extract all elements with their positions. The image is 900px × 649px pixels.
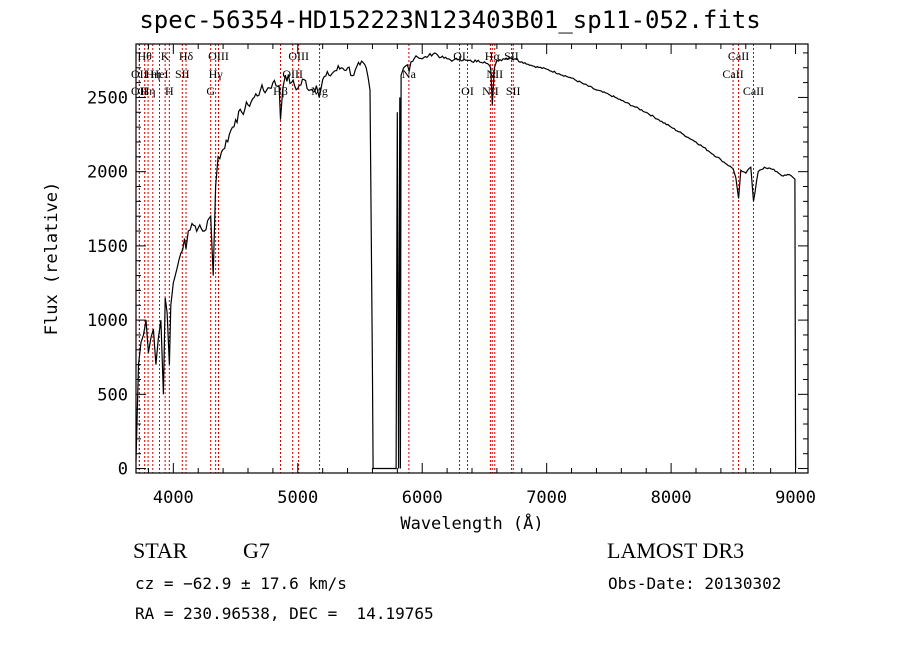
object-class: STAR <box>133 538 188 563</box>
x-tick-label: 9000 <box>775 488 816 508</box>
y-axis-label: Flux (relative) <box>42 182 62 336</box>
y-tick-label: 2000 <box>87 163 128 183</box>
x-axis: 4000 5000 6000 7000 8000 9000 <box>147 44 816 508</box>
spectral-line-label: OIII <box>282 67 303 81</box>
spectral-line-label: CaII <box>743 84 764 98</box>
spectral-line-label: OI <box>461 84 474 98</box>
spectral-line-label: SII <box>175 67 190 81</box>
plot-frame <box>135 43 809 474</box>
spectral-line-label: OI <box>453 49 466 63</box>
object-subclass: G7 <box>243 538 270 563</box>
x-tick-label: 8000 <box>651 488 692 508</box>
y-axis: 0 500 1000 1500 2000 2500 <box>87 52 808 480</box>
spectral-line-label: OIII <box>208 49 229 63</box>
y-tick-label: 2500 <box>87 88 128 108</box>
spectral-line-label: OII <box>131 67 148 81</box>
spectral-line-label: CaII <box>722 67 743 81</box>
spectral-line-label: OIII <box>288 49 309 63</box>
line-marker-labels: HθOIIOIIHηHηHeIKHSIIHδGHγOIIIHβOIIIOIIIM… <box>131 49 764 98</box>
spectral-line-label: HeI <box>151 67 169 81</box>
spectral-line-label: OII <box>131 84 148 98</box>
observation-date: Obs-Date: 20130302 <box>608 574 782 593</box>
spectral-line-label: Hη <box>145 67 160 81</box>
y-tick-label: 1000 <box>87 311 128 331</box>
redshift-cz: cz = −62.9 ± 17.6 km/s <box>135 574 347 593</box>
spectral-line-label: Hβ <box>273 84 288 98</box>
chart-title: spec-56354-HD152223N123403B01_sp11-052.f… <box>139 6 761 34</box>
spectral-line-label: K <box>161 49 170 63</box>
spectrum-line <box>135 52 797 470</box>
spectral-line-label: Na <box>402 67 417 81</box>
spectral-line-label: Hδ <box>179 49 194 63</box>
spectral-line-label: Hθ <box>138 49 153 63</box>
spectral-line-label: H <box>165 84 174 98</box>
spectral-line-label: NII <box>482 84 499 98</box>
x-tick-label: 7000 <box>526 488 567 508</box>
y-tick-label: 500 <box>97 385 128 405</box>
line-markers <box>138 44 754 473</box>
survey-name: LAMOST DR3 <box>607 538 745 563</box>
spectral-line-label: G <box>206 84 215 98</box>
spectral-line-label: Hη <box>141 84 156 98</box>
spectral-line-label: Hγ <box>209 67 224 81</box>
x-axis-label: Wavelength (Å) <box>400 512 543 534</box>
ra-dec: RA = 230.96538, DEC = 14.19765 <box>135 604 434 623</box>
y-tick-label: 0 <box>118 460 128 480</box>
x-tick-label: 6000 <box>402 488 443 508</box>
spectral-line-label: CaII <box>728 49 749 63</box>
spectral-line-label: SII <box>506 84 521 98</box>
spectral-line-label: SII <box>504 49 519 63</box>
x-tick-label: 5000 <box>277 488 318 508</box>
y-tick-label: 1500 <box>87 237 128 257</box>
x-tick-label: 4000 <box>153 488 194 508</box>
